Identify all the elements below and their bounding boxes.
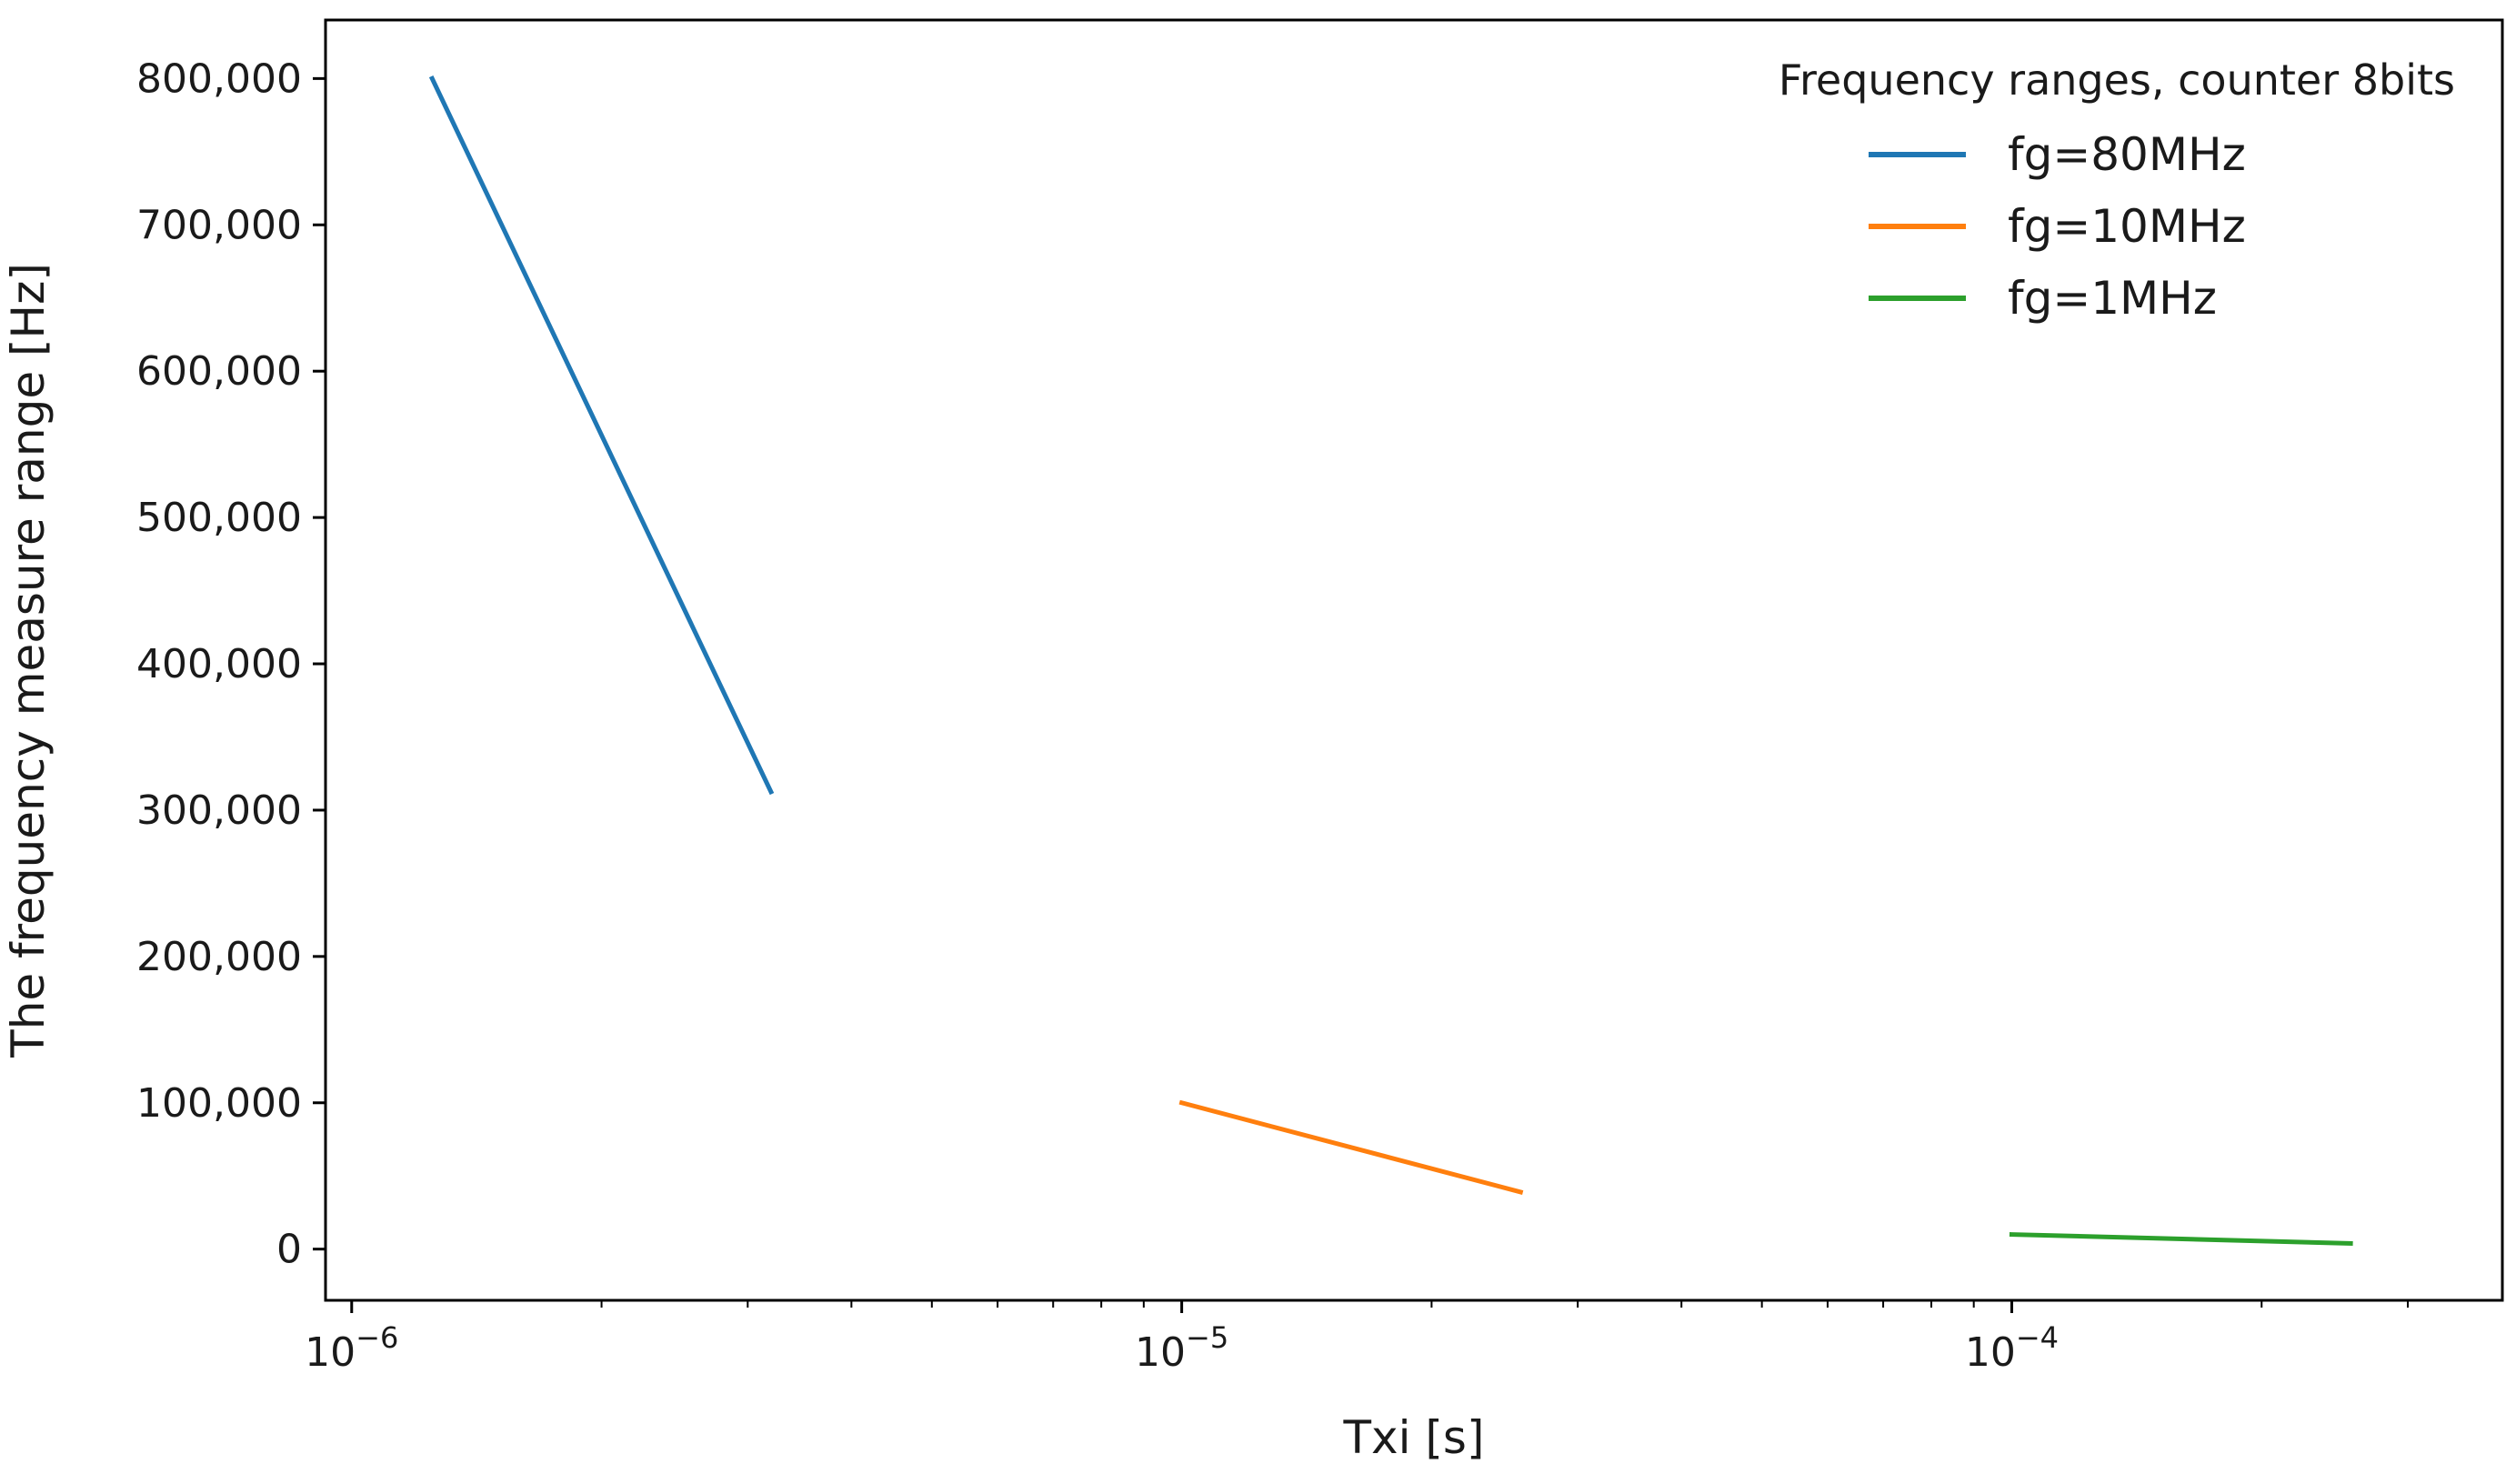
x-tick-label: 10−6 — [305, 1320, 398, 1376]
x-tick-base: 10 — [1965, 1329, 2016, 1376]
y-tick-label: 500,000 — [136, 495, 302, 541]
plot-frame — [324, 18, 2504, 1302]
y-tick-label: 200,000 — [136, 934, 302, 980]
y-tick-label: 800,000 — [136, 55, 302, 102]
y-tick-label: 700,000 — [136, 202, 302, 248]
legend-title: Frequency ranges, counter 8bits — [1779, 55, 2455, 105]
legend-label-3: fg=1MHz — [2008, 272, 2217, 325]
x-axis-title: Txi [s] — [1343, 1411, 1485, 1464]
x-tick-base: 10 — [305, 1329, 356, 1376]
y-tick-label: 400,000 — [136, 641, 302, 687]
series-layer — [428, 75, 2353, 1246]
legend-label-2: fg=10MHz — [2008, 200, 2246, 253]
x-tick-exponent: −4 — [2016, 1320, 2059, 1355]
y-axis-title: The frequency measure range [Hz] — [2, 263, 55, 1058]
y-tick-label: 0 — [276, 1227, 302, 1273]
legend: Frequency ranges, counter 8bits fg=80MHz… — [1779, 55, 2455, 325]
series-line-3 — [2009, 1232, 2353, 1246]
x-tick-label: 10−5 — [1135, 1320, 1228, 1376]
y-tick-label: 600,000 — [136, 348, 302, 395]
legend-label-1: fg=80MHz — [2008, 128, 2246, 181]
y-tick-label: 100,000 — [136, 1080, 302, 1127]
x-tick-exponent: −6 — [356, 1320, 398, 1355]
x-tick-base: 10 — [1135, 1329, 1186, 1376]
axes-layer: 800,000 700,000 600,000 500,000 400,000 300,0… — [136, 55, 2409, 1376]
series-line-1 — [428, 75, 775, 796]
x-tick-exponent: −5 — [1186, 1320, 1228, 1355]
x-tick-label: 10−4 — [1965, 1320, 2059, 1376]
series-line-2 — [1178, 1099, 1524, 1195]
y-tick-label: 300,000 — [136, 787, 302, 834]
